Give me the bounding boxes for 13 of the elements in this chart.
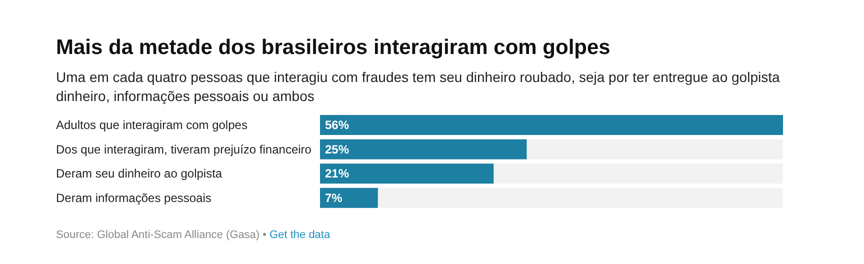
data-label: 56% — [325, 118, 350, 132]
data-label: 7% — [325, 190, 343, 205]
chart-title: Mais da metade dos brasileiros interagiram com golpes — [56, 36, 610, 60]
chart-subtitle: Uma em cada quatro pessoas que interagiu com fraudes tem seu dinheiro roubado, seja por ter entregue ao golpista dinheiro, informações pessoais ou ambos — [56, 68, 781, 106]
text: Get the data — [266, 229, 331, 242]
y-tick-label: Adultos que interagiram com golpes — [56, 118, 248, 132]
y-tick-label: Dos que interagiram, tiveram prejuízo financeiro — [56, 142, 312, 156]
data-label: 21% — [325, 166, 350, 181]
bar — [320, 188, 378, 208]
data-label: 25% — [325, 142, 350, 156]
y-tick-label: Deram informações pessoais — [56, 190, 212, 205]
source-note: Source: Global Anti-Scam Alliance (Gasa) • — [56, 229, 267, 242]
y-tick-label: Deram seu dinheiro ao golpista — [56, 166, 222, 181]
